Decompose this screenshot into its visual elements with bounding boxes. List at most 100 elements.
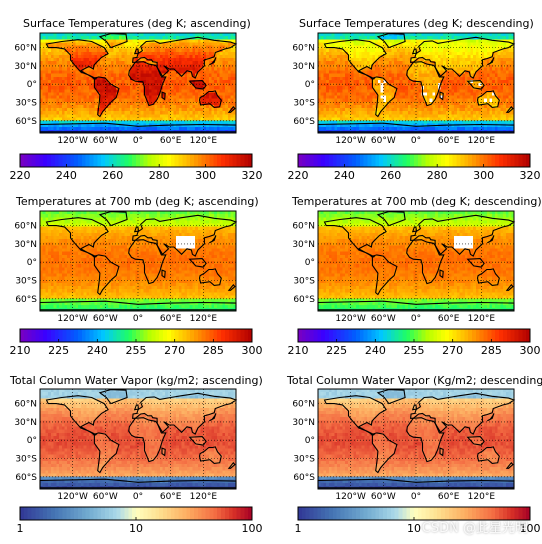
heatmap-cell (160, 99, 163, 103)
heatmap-cell (116, 39, 119, 43)
heatmap-cell (392, 36, 395, 40)
heatmap-cell (182, 89, 185, 93)
heatmap-cell (119, 99, 122, 103)
heatmap-cell (454, 52, 457, 56)
heatmap-cell (397, 114, 400, 118)
heatmap-cell (173, 105, 176, 109)
heatmap-cell (400, 111, 403, 115)
heatmap-cell (43, 289, 46, 293)
heatmap-cell (228, 99, 231, 103)
heatmap-cell (421, 111, 424, 115)
heatmap-cell (470, 127, 473, 131)
heatmap-cell (375, 80, 378, 84)
heatmap-cell (359, 49, 362, 53)
heatmap-cell (214, 80, 217, 84)
heatmap-cell (421, 114, 424, 118)
heatmap-cell (375, 52, 378, 56)
heatmap-cell (225, 114, 228, 118)
heatmap-cell (408, 108, 411, 112)
heatmap-cell (163, 61, 166, 65)
heatmap-cell (421, 117, 424, 121)
heatmap-cell (108, 39, 111, 43)
heatmap-cell (108, 74, 111, 78)
heatmap-cell (435, 83, 438, 87)
heatmap-cell (503, 89, 506, 93)
heatmap-cell (146, 55, 149, 59)
heatmap-cell (427, 117, 430, 121)
heatmap-cell (130, 105, 133, 109)
heatmap-cell (451, 80, 454, 84)
heatmap-cell (182, 111, 185, 115)
heatmap-cell (465, 77, 468, 81)
heatmap-cell (51, 108, 54, 112)
heatmap-cell (345, 36, 348, 40)
heatmap-cell (492, 74, 495, 78)
heatmap-cell (321, 89, 324, 93)
heatmap-cell (59, 71, 62, 75)
heatmap-cell (116, 46, 119, 50)
heatmap-cell (116, 127, 119, 131)
heatmap-cell (51, 39, 54, 43)
heatmap-cell (75, 105, 78, 109)
heatmap-cell (356, 111, 359, 115)
heatmap-cell (130, 42, 133, 46)
heatmap-cell (122, 49, 125, 53)
heatmap-cell (340, 42, 343, 46)
heatmap-cell (332, 33, 335, 37)
heatmap-cell (173, 114, 176, 118)
heatmap-cell (51, 92, 54, 96)
heatmap-cell (392, 74, 395, 78)
heatmap-cell (192, 52, 195, 56)
heatmap-cell (73, 114, 76, 118)
heatmap-cell (198, 33, 201, 37)
colorbar-segment (418, 154, 422, 167)
heatmap-cell (378, 52, 381, 56)
heatmap-cell (383, 86, 386, 90)
heatmap-cell (326, 114, 329, 118)
heatmap-cell (212, 96, 215, 100)
heatmap-cell (84, 96, 87, 100)
heatmap-cell (334, 117, 337, 121)
heatmap-cell (84, 80, 87, 84)
heatmap-cell (73, 55, 76, 59)
heatmap-cell (116, 99, 119, 103)
heatmap-cell (201, 89, 204, 93)
heatmap-cell (326, 36, 329, 40)
heatmap-cell (73, 83, 76, 87)
heatmap-cell (198, 42, 201, 46)
heatmap-cell (81, 33, 84, 37)
heatmap-cell (51, 127, 54, 131)
heatmap-cell (222, 36, 225, 40)
heatmap-cell (359, 111, 362, 115)
heatmap-cell (56, 114, 59, 118)
heatmap-cell (487, 127, 490, 131)
heatmap-cell (424, 46, 427, 50)
heatmap-cell (51, 252, 54, 256)
heatmap-cell (400, 105, 403, 109)
heatmap-cell (75, 114, 78, 118)
heatmap-cell (111, 105, 114, 109)
heatmap-cell (45, 236, 48, 240)
heatmap-cell (59, 74, 62, 78)
heatmap-cell (397, 55, 400, 59)
heatmap-cell (105, 74, 108, 78)
heatmap-cell (75, 83, 78, 87)
heatmap-cell (375, 67, 378, 71)
heatmap-cell (454, 111, 457, 115)
heatmap-cell (321, 74, 324, 78)
heatmap-cell (402, 49, 405, 53)
heatmap-cell (337, 71, 340, 75)
heatmap-cell (190, 96, 193, 100)
heatmap-cell (54, 214, 57, 218)
heatmap-cell (48, 86, 51, 90)
heatmap-cell (405, 49, 408, 53)
heatmap-cell (397, 58, 400, 62)
heatmap-cell (490, 77, 493, 81)
heatmap-cell (192, 108, 195, 112)
heatmap-cell (353, 117, 356, 121)
heatmap-cell (75, 46, 78, 50)
heatmap-cell (343, 127, 346, 131)
heatmap-cell (340, 55, 343, 59)
heatmap-cell (503, 58, 506, 62)
heatmap-cell (94, 36, 97, 40)
